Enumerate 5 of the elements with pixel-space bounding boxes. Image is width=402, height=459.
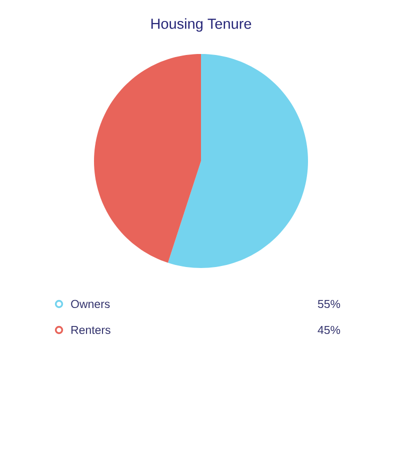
data-label: 45%	[318, 326, 340, 334]
legend-label: Owners	[71, 300, 110, 308]
chart-title: Housing Tenure	[151, 18, 252, 32]
data-label: 55%	[318, 300, 340, 308]
legend-label: Renters	[71, 326, 110, 334]
